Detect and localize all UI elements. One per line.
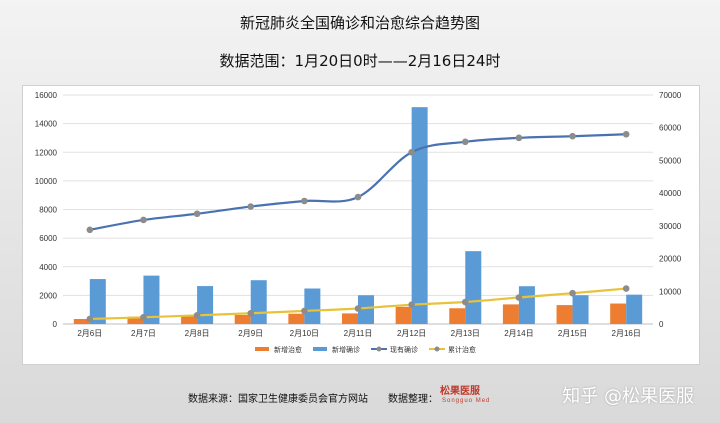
y-right-tick-label: 30000 — [659, 222, 682, 231]
point-current-confirmed — [408, 148, 415, 156]
x-tick-label: 2月8日 — [185, 329, 210, 338]
brand-logo: 松果医服 Songguo Med — [440, 382, 496, 410]
point-current-confirmed — [461, 138, 469, 146]
legend-label: 累计治愈 — [448, 345, 476, 354]
y-left-tick-label: 0 — [53, 320, 58, 329]
x-tick-label: 2月14日 — [504, 329, 533, 338]
y-right-tick-label: 60000 — [659, 124, 682, 133]
chart-title: 新冠肺炎全国确诊和治愈综合趋势图 — [239, 14, 480, 32]
x-tick-label: 2月16日 — [612, 329, 641, 338]
y-left-tick-label: 6000 — [39, 234, 57, 243]
data-organizer: 数据整理： — [388, 394, 438, 405]
point-cumulative-cured — [461, 298, 469, 306]
point-cumulative-cured — [140, 313, 147, 321]
bar-new-confirmed — [304, 288, 321, 324]
y-left-tick-label: 14000 — [35, 120, 58, 129]
point-cumulative-cured — [408, 301, 415, 308]
point-current-confirmed — [622, 130, 630, 138]
legend-label: 现有确诊 — [390, 345, 418, 354]
bar-new-cured — [342, 313, 358, 324]
y-left-tick-label: 4000 — [39, 263, 57, 272]
x-tick-label: 2月6日 — [77, 329, 102, 338]
point-current-confirmed — [193, 210, 201, 218]
y-left-tick-label: 16000 — [35, 91, 58, 100]
bar-new-confirmed — [143, 275, 160, 324]
y-left-tick-label: 8000 — [39, 206, 57, 215]
legend-label: 新增治愈 — [274, 345, 302, 354]
y-left-tick-label: 2000 — [39, 291, 57, 300]
point-cumulative-cured — [193, 312, 201, 319]
legend-label: 新增确诊 — [332, 345, 360, 354]
bar-new-cured — [234, 314, 251, 324]
bar-new-cured — [181, 315, 198, 324]
y-left-tick-label: 10000 — [35, 177, 58, 186]
bar-new-confirmed — [572, 295, 589, 324]
y-left-tick-label: 12000 — [35, 148, 58, 157]
point-cumulative-cured — [569, 289, 576, 297]
y-right-tick-label: 20000 — [659, 255, 682, 264]
bar-new-confirmed — [518, 286, 535, 324]
bar-new-confirmed — [358, 295, 374, 324]
point-current-confirmed — [247, 203, 255, 210]
y-right-tick-label: 0 — [659, 320, 664, 329]
y-right-tick-label: 40000 — [659, 189, 682, 198]
chart-subtitle: 数据范围：1月20日0时——2月16日24时 — [219, 52, 501, 70]
x-tick-label: 2月15日 — [558, 329, 587, 338]
bar-new-confirmed — [465, 251, 482, 324]
point-current-confirmed — [140, 216, 147, 224]
bar-new-confirmed — [626, 294, 643, 324]
legend-marker — [434, 346, 440, 352]
x-tick-label: 2月13日 — [451, 329, 480, 338]
logo-subtext: Songguo Med — [442, 398, 491, 404]
bar-new-confirmed — [89, 279, 106, 324]
x-tick-label: 2月10日 — [290, 329, 319, 338]
data-source: 数据来源：国家卫生健康委员会官方网站 — [188, 394, 368, 405]
chart-area: 0 2000 4000 6000 8000 10000 12000 14000 16000 0 10… — [22, 85, 700, 365]
bar-new-cured — [449, 308, 466, 324]
point-current-confirmed — [515, 134, 523, 142]
legend-swatch — [255, 347, 269, 351]
x-tick-label: 2月11日 — [344, 329, 373, 338]
x-tick-label: 2月12日 — [397, 329, 426, 338]
bar-new-confirmed — [411, 107, 428, 325]
x-tick-label: 2月7日 — [131, 329, 156, 338]
line-current-confirmed — [89, 133, 627, 231]
logo-text: 松果医服 — [440, 386, 480, 397]
bar-new-cured — [127, 316, 144, 324]
bar-new-cured — [288, 313, 305, 324]
bar-new-cured — [73, 318, 90, 324]
y-right-tick-label: 50000 — [659, 156, 682, 165]
x-tick-label: 2月9日 — [238, 329, 263, 338]
bar-new-confirmed — [250, 280, 267, 324]
point-current-confirmed — [354, 193, 362, 201]
bar-new-cured — [502, 304, 519, 324]
bar-new-cured — [556, 305, 573, 324]
point-cumulative-cured — [247, 309, 255, 317]
point-current-confirmed — [569, 132, 576, 140]
point-current-confirmed — [301, 197, 308, 205]
point-cumulative-cured — [86, 315, 94, 323]
y-right-tick-label: 10000 — [659, 287, 682, 296]
watermark: 知乎 @松果医服 — [562, 386, 694, 407]
point-current-confirmed — [86, 226, 94, 234]
combo-chart: 0 2000 4000 6000 8000 10000 12000 14000 16000 0 10… — [35, 91, 682, 354]
legend-swatch — [313, 347, 327, 351]
y-right-tick-label: 70000 — [659, 91, 682, 100]
point-cumulative-cured — [301, 307, 308, 315]
point-cumulative-cured — [515, 294, 523, 301]
legend-marker — [376, 346, 382, 352]
point-cumulative-cured — [622, 285, 630, 292]
point-cumulative-cured — [354, 305, 362, 312]
bar-new-confirmed — [197, 286, 214, 324]
bar-new-cured — [395, 306, 412, 324]
bar-new-cured — [610, 303, 627, 324]
